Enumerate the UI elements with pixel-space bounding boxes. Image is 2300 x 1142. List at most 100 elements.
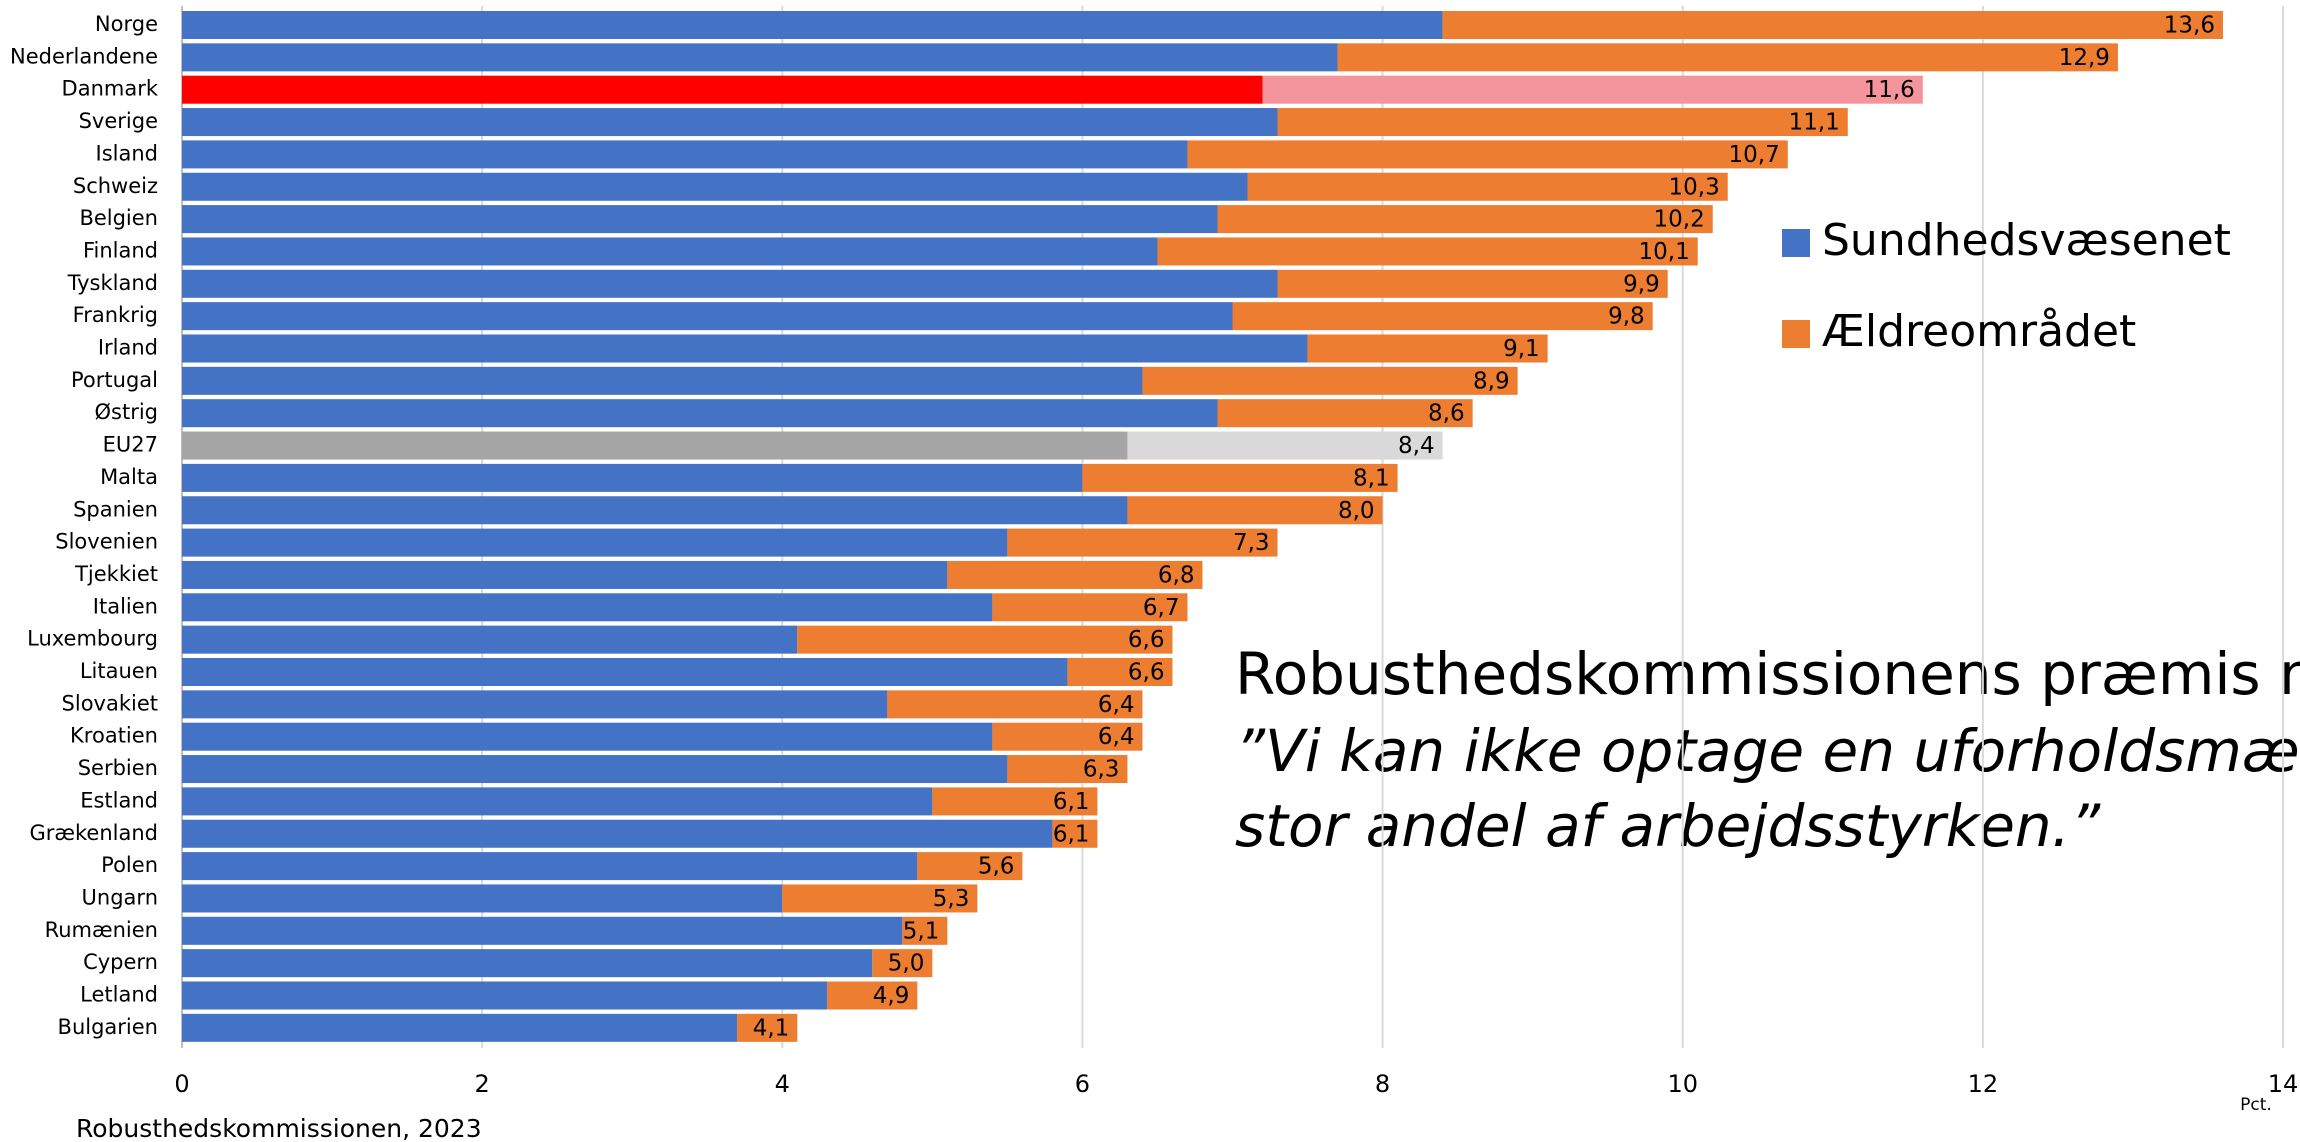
x-tick-label: 14 [2268,1070,2299,1098]
bar-segment [1307,334,1548,363]
data-label: 6,1 [1053,789,1090,815]
data-label: 10,3 [1669,174,1720,200]
bar-segment [182,205,1218,234]
bar-segment [1277,269,1668,298]
y-tick-label: Letland [80,983,158,1007]
bar-segment [932,787,1098,816]
bar-segment [182,949,873,978]
bar-segment [1247,172,1728,201]
bar-segment [1232,302,1653,331]
data-label: 8,9 [1473,368,1510,394]
x-tick-label: 10 [1667,1070,1698,1098]
bar-segment [182,560,948,589]
y-tick-label: Finland [83,238,158,262]
data-label: 6,1 [1053,821,1090,847]
data-label: 5,0 [888,951,925,977]
annotation-quote: ”Vi kan ikke optage en uforholdsmæssig [1235,717,2300,785]
y-tick-label: Danmark [62,77,159,101]
data-label: 7,3 [1233,530,1270,556]
bar-segment [182,140,1188,169]
bar-segment [182,75,1263,104]
source: Robusthedskommissionen, 2023 [76,1114,482,1142]
y-tick-label: Ungarn [82,885,158,909]
data-label: 9,9 [1623,271,1660,297]
bar-segment [1052,819,1098,848]
data-label: 8,4 [1398,433,1435,459]
bar-segment [917,852,1023,881]
bar-segment [182,496,1128,525]
bar-segment [1157,237,1698,266]
bar-segment [182,787,933,816]
bar-segment [1067,658,1173,686]
legend-swatch [1782,229,1810,257]
y-tick-label: Malta [100,465,158,489]
bar-segment [1337,43,2118,72]
bar-segment [182,431,1128,460]
data-label: 6,6 [1128,627,1165,653]
bar-segment [827,981,918,1010]
y-tick-label: Schweiz [73,174,158,198]
data-label: 11,6 [1864,77,1915,103]
x-tick-label: 4 [775,1070,790,1098]
data-label: 5,6 [978,854,1015,880]
bar-segment [872,949,933,978]
x-tick-label: 6 [1075,1070,1090,1098]
y-tick-label: Kroatien [70,724,158,748]
bar-segment [182,43,1338,72]
bar-segment [182,852,918,881]
y-tick-label: Polen [101,853,158,877]
bar-segment [902,916,948,945]
bar-segment [1007,755,1128,784]
annotation-quote: stor andel af arbejdsstyrken.” [1235,792,2101,860]
bar-segment [182,916,903,945]
bar-segment [1142,366,1518,395]
y-tick-label: Rumænien [45,918,158,942]
data-label: 6,6 [1128,660,1165,686]
y-tick-label: EU27 [103,433,158,457]
bar-segment [182,108,1278,137]
bar-segment [797,625,1173,654]
data-label: 9,8 [1608,304,1645,330]
bar-segment [782,884,978,913]
bar-segment [1127,496,1383,525]
data-label: 8,6 [1428,401,1465,427]
x-tick-label: 2 [475,1070,490,1098]
data-label: 12,9 [2059,45,2110,71]
y-tick-label: Tyskland [67,271,158,295]
bar-segment [182,366,1143,395]
data-label: 4,1 [753,1015,790,1041]
y-tick-label: Grækenland [29,821,158,845]
data-label: 13,6 [2164,13,2215,39]
bar-segment [887,690,1143,719]
y-tick-label: Litauen [80,659,158,683]
bar-segment [182,302,1233,331]
bar-segment [182,593,993,622]
data-label: 10,7 [1729,142,1780,168]
bar-segment [182,237,1158,266]
x-tick-label: 8 [1375,1070,1390,1098]
y-tick-label: Slovenien [55,530,158,554]
bar-segment [182,819,1053,848]
bar-segment [1187,140,1788,169]
bar-segment [1277,108,1848,137]
x-tick-label: 12 [1968,1070,1999,1098]
data-label: 8,1 [1353,465,1390,491]
y-tick-label: Irland [98,336,158,360]
bar-segment [182,884,783,913]
bar-segment [1217,205,1713,234]
data-label: 6,3 [1083,757,1120,783]
bar-segment [737,1013,798,1042]
y-tick-label: Luxembourg [27,627,158,651]
data-label: 6,4 [1098,692,1135,718]
y-tick-label: Bulgarien [58,1015,158,1039]
x-tick-label: 0 [174,1070,189,1098]
data-label: 6,8 [1158,562,1195,588]
bar-segment [182,690,888,719]
data-label: 6,4 [1098,724,1135,750]
data-label: 8,0 [1338,498,1375,524]
y-tick-label: Sverige [79,109,158,133]
bar-segment [1442,11,2223,39]
bar-segment [182,11,1443,39]
bar-segment [182,1013,738,1042]
x-axis-label: Pct. [2240,1095,2272,1115]
